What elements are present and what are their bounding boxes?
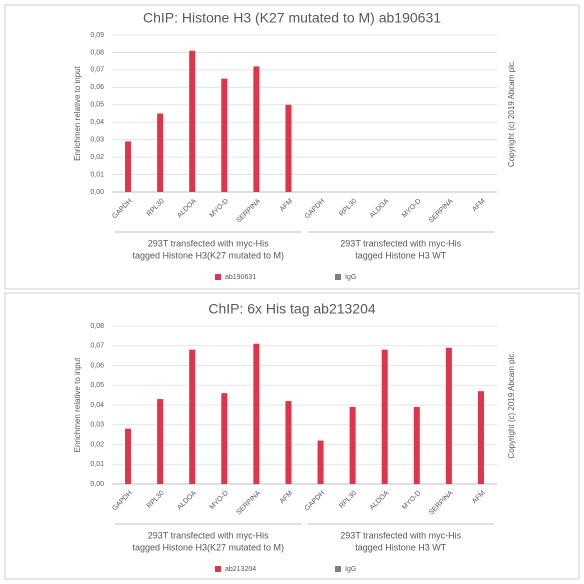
bar	[221, 78, 228, 192]
y-tick-label: 0,04	[90, 119, 104, 126]
y-tick-label: 0,09	[90, 32, 104, 39]
bar	[189, 50, 196, 193]
bar	[189, 349, 196, 484]
chart-title: ChIP: Histone H3 (K27 mutated to M) ab19…	[143, 10, 441, 26]
x-tick-label: ALDOA	[176, 198, 198, 220]
x-tick-label: GAPDH	[304, 198, 327, 221]
x-tick-label: SERPINA	[235, 490, 262, 517]
bar	[445, 347, 452, 484]
x-tick-label: AFM	[471, 198, 487, 214]
x-tick-label: SERPINA	[428, 490, 455, 517]
x-tick-label: MYO-D	[209, 198, 230, 219]
bar	[285, 401, 292, 484]
x-tick-label: ALDOA	[176, 490, 198, 512]
bar	[477, 391, 484, 484]
group-label: tagged Histone H3(K27 mutated to M)	[132, 542, 284, 552]
y-tick-label: 0,08	[90, 49, 104, 56]
y-axis-label: Enrichmen relative to input	[73, 357, 82, 452]
legend-swatch	[335, 566, 341, 572]
y-tick-label: 0,00	[90, 189, 104, 196]
y-tick-label: 0,05	[90, 102, 104, 109]
bar	[253, 343, 260, 484]
x-tick-label: GAPDH	[304, 490, 327, 513]
group-label: 293T transfected with myc-His	[148, 530, 269, 540]
x-tick-label: MYO-D	[401, 198, 422, 219]
x-tick-label: RPL30	[338, 490, 358, 510]
legend-label: IgG	[345, 274, 356, 281]
y-tick-label: 0,02	[90, 441, 104, 448]
bar	[221, 393, 228, 484]
bar	[285, 104, 292, 192]
y-tick-label: 0,08	[90, 323, 104, 330]
y-axis-label: Enrichmen relative to input	[73, 65, 82, 160]
x-tick-label: AFM	[471, 490, 487, 506]
panel-border	[4, 292, 580, 580]
bar	[157, 113, 164, 192]
group-label: tagged Histone H3 WT	[355, 250, 447, 260]
x-tick-label: SERPINA	[428, 198, 455, 225]
bar	[253, 66, 260, 192]
x-tick-label: GAPDH	[111, 490, 134, 513]
bar	[125, 428, 132, 484]
panel-border	[4, 4, 580, 290]
y-tick-label: 0,07	[90, 343, 104, 350]
group-label: 293T transfected with myc-His	[340, 530, 461, 540]
y-tick-label: 0,01	[90, 461, 104, 468]
group-label: 293T transfected with myc-His	[148, 238, 269, 248]
x-tick-label: AFM	[279, 490, 295, 506]
bar	[317, 440, 324, 484]
legend-swatch	[215, 274, 221, 280]
chart-title: ChIP: 6x His tag ab213204	[208, 301, 376, 317]
bar	[413, 406, 420, 484]
x-tick-label: RPL30	[338, 198, 358, 218]
y-tick-label: 0,02	[90, 154, 104, 161]
x-tick-label: MYO-D	[401, 490, 422, 511]
bar	[381, 349, 388, 484]
y-tick-label: 0,07	[90, 67, 104, 74]
legend-swatch	[335, 274, 341, 280]
y-tick-label: 0,03	[90, 422, 104, 429]
y-tick-label: 0,00	[90, 481, 104, 488]
group-label: tagged Histone H3 WT	[355, 542, 447, 552]
group-label: 293T transfected with myc-His	[340, 238, 461, 248]
y-tick-label: 0,04	[90, 402, 104, 409]
x-tick-label: RPL30	[146, 198, 166, 218]
x-tick-label: ALDOA	[369, 198, 391, 220]
bar	[349, 406, 356, 484]
x-tick-label: AFM	[279, 198, 295, 214]
x-tick-label: RPL30	[146, 490, 166, 510]
bar	[157, 399, 164, 484]
bar	[125, 141, 132, 192]
x-tick-label: SERPINA	[235, 198, 262, 225]
y-tick-label: 0,06	[90, 362, 104, 369]
y-tick-label: 0,05	[90, 382, 104, 389]
y-tick-label: 0,03	[90, 137, 104, 144]
legend-label: ab213204	[225, 566, 256, 573]
y-tick-label: 0,06	[90, 84, 104, 91]
y-tick-label: 0,01	[90, 171, 104, 178]
x-tick-label: MYO-D	[209, 490, 230, 511]
x-tick-label: ALDOA	[369, 490, 391, 512]
side-note: Copyright (c) 2019 Abcam plc.	[507, 60, 516, 167]
legend-swatch	[215, 566, 221, 572]
side-note: Copyright (c) 2019 Abcam plc.	[507, 351, 516, 458]
legend-label: IgG	[345, 566, 356, 573]
group-label: tagged Histone H3(K27 mutated to M)	[132, 250, 284, 260]
legend-label: ab190631	[225, 274, 256, 281]
x-tick-label: GAPDH	[111, 198, 134, 221]
